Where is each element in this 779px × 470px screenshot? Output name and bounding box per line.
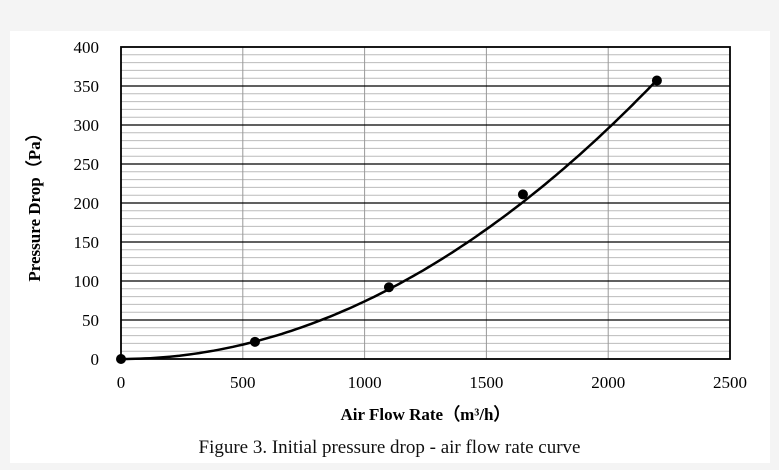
y-tick-label: 150 xyxy=(74,233,100,252)
y-axis-label: Pressure Drop（Pa） xyxy=(24,124,44,281)
x-tick-label: 2000 xyxy=(591,373,625,392)
y-tick-label: 50 xyxy=(82,311,99,330)
data-point xyxy=(249,336,260,347)
y-tick-label: 200 xyxy=(74,194,100,213)
fit-curve xyxy=(121,79,658,361)
data-point xyxy=(517,189,528,200)
y-tick-label: 250 xyxy=(74,155,100,174)
data-point xyxy=(116,354,126,364)
data-point xyxy=(383,282,394,293)
x-tick-label: 0 xyxy=(117,373,126,392)
y-tick-label: 300 xyxy=(74,116,100,135)
x-tick-label: 2500 xyxy=(713,373,747,392)
figure-panel xyxy=(10,31,770,463)
plot-frame xyxy=(120,46,731,360)
x-tick-label: 1000 xyxy=(348,373,382,392)
x-tick-label: 1500 xyxy=(469,373,503,392)
y-tick-label: 100 xyxy=(74,272,100,291)
y-tick-label: 400 xyxy=(74,38,100,57)
y-tick-label: 0 xyxy=(91,350,100,369)
y-tick-label: 350 xyxy=(74,77,100,96)
x-axis-label: Air Flow Rate（m³/h） xyxy=(340,404,510,424)
x-tick-label: 500 xyxy=(230,373,256,392)
data-point xyxy=(651,75,662,86)
figure-caption: Figure 3. Initial pressure drop - air fl… xyxy=(198,437,581,458)
